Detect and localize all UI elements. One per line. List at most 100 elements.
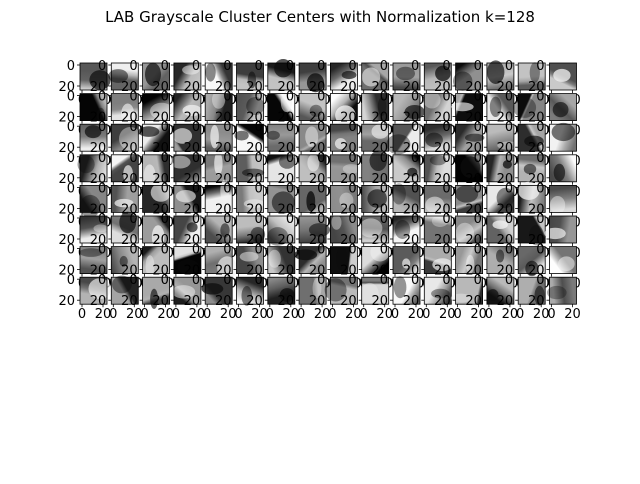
- y-tick-label: 0: [380, 212, 388, 227]
- y-tick-label: 20: [278, 141, 295, 156]
- panel-frame-96: [549, 215, 577, 244]
- panel-frame-29: [455, 93, 484, 121]
- panel-frame-70: [236, 184, 264, 213]
- y-tick-label: 0: [192, 120, 200, 135]
- y-tick-label: 0: [129, 90, 137, 105]
- y-tick-label: 0: [223, 243, 231, 258]
- cluster-image-43: [393, 124, 420, 152]
- cluster-blob-90: [359, 218, 383, 238]
- cluster-image-90: [361, 216, 389, 243]
- y-tick-label: 0: [442, 59, 450, 74]
- y-tick-label: 20: [403, 233, 420, 248]
- y-tick-label: 0: [380, 120, 388, 135]
- panel-frame-8: [298, 62, 327, 91]
- cluster-blob-24: [309, 104, 323, 117]
- panel-frame-120: [298, 276, 327, 305]
- cluster-image-46: [486, 124, 514, 152]
- cluster-blob-79: [518, 181, 540, 200]
- y-tick-label: 0: [505, 120, 513, 135]
- panel-frame-64: [549, 154, 577, 183]
- cluster-blob-102: [239, 251, 259, 262]
- cluster-blob-84: [186, 222, 198, 233]
- cluster-blob-8: [306, 73, 325, 93]
- y-tick-label: 0: [223, 181, 231, 196]
- y-tick-label: 0: [505, 90, 513, 105]
- y-tick-label: 0: [536, 90, 544, 105]
- panel-frame-37: [204, 123, 233, 152]
- cluster-blob-77: [455, 185, 479, 203]
- panel-frame-54: [236, 154, 264, 183]
- y-tick-label: 0: [161, 151, 169, 166]
- y-tick-label: 0: [223, 273, 231, 288]
- cluster-blob-4: [182, 65, 200, 75]
- cluster-blob-73: [339, 192, 354, 208]
- y-tick-label: 20: [152, 80, 169, 95]
- y-tick-label: 20: [246, 111, 263, 126]
- cluster-image-24: [299, 93, 327, 121]
- y-tick-label: 0: [67, 243, 75, 258]
- x-tick-label: 20: [251, 307, 268, 322]
- y-tick-label: 20: [465, 294, 482, 309]
- y-tick-label: 0: [505, 59, 513, 74]
- panel-frame-68: [173, 184, 202, 213]
- panel-frame-85: [204, 215, 233, 244]
- y-tick-label: 20: [152, 264, 169, 279]
- cluster-blob-70: [243, 199, 265, 209]
- y-tick-label: 20: [278, 80, 295, 95]
- panel-frame-56: [298, 154, 327, 183]
- y-tick-label: 20: [434, 264, 451, 279]
- cluster-blob-56: [307, 154, 320, 172]
- y-tick-label: 20: [497, 141, 514, 156]
- y-tick-label: 20: [528, 141, 545, 156]
- panel-frame-98: [110, 246, 139, 275]
- panel-frame-45: [455, 123, 484, 152]
- panel-frame-114: [110, 276, 139, 305]
- y-tick-label: 20: [215, 111, 232, 126]
- panel-frame-115: [142, 276, 171, 305]
- y-tick-label: 20: [434, 80, 451, 95]
- cluster-blob-16: [553, 68, 571, 82]
- y-tick-label: 0: [536, 59, 544, 74]
- cluster-blob-46: [497, 141, 521, 150]
- y-tick-label: 0: [536, 243, 544, 258]
- y-tick-label: 20: [340, 233, 357, 248]
- cluster-blob-15: [529, 62, 540, 83]
- x-tick-label: 0: [109, 307, 117, 322]
- y-tick-label: 0: [442, 181, 450, 196]
- x-tick-label: 0: [485, 307, 493, 322]
- cluster-blob-95: [529, 225, 544, 246]
- panel-frame-101: [204, 246, 233, 275]
- y-tick-label: 0: [98, 120, 106, 135]
- chart-title: LAB Grayscale Cluster Centers with Norma…: [105, 8, 535, 26]
- panel-frame-71: [267, 184, 296, 213]
- y-tick-label: 20: [497, 111, 514, 126]
- y-tick-label: 0: [255, 151, 263, 166]
- panel-frame-58: [361, 154, 390, 183]
- y-tick-label: 20: [371, 80, 388, 95]
- y-tick-label: 20: [497, 294, 514, 309]
- cluster-image-13: [455, 63, 483, 90]
- y-tick-label: 0: [192, 181, 200, 196]
- cluster-blob-111: [525, 260, 539, 277]
- panel-frame-36: [173, 123, 202, 152]
- panel-frame-80: [549, 184, 577, 213]
- cluster-blob-112: [558, 256, 575, 272]
- cluster-blob-39: [266, 130, 280, 140]
- panel-frame-73: [329, 184, 358, 213]
- y-tick-label: 0: [411, 181, 419, 196]
- cluster-image-81: [80, 216, 107, 243]
- x-tick-label: 0: [328, 307, 336, 322]
- cluster-blob-72: [306, 191, 316, 212]
- cluster-image-125: [455, 277, 483, 305]
- cluster-blob-120: [312, 278, 322, 299]
- cluster-image-89: [330, 216, 358, 243]
- panel-frame-81: [79, 215, 108, 244]
- y-tick-label: 0: [161, 90, 169, 105]
- y-tick-label: 20: [309, 141, 326, 156]
- cluster-image-15: [518, 63, 546, 90]
